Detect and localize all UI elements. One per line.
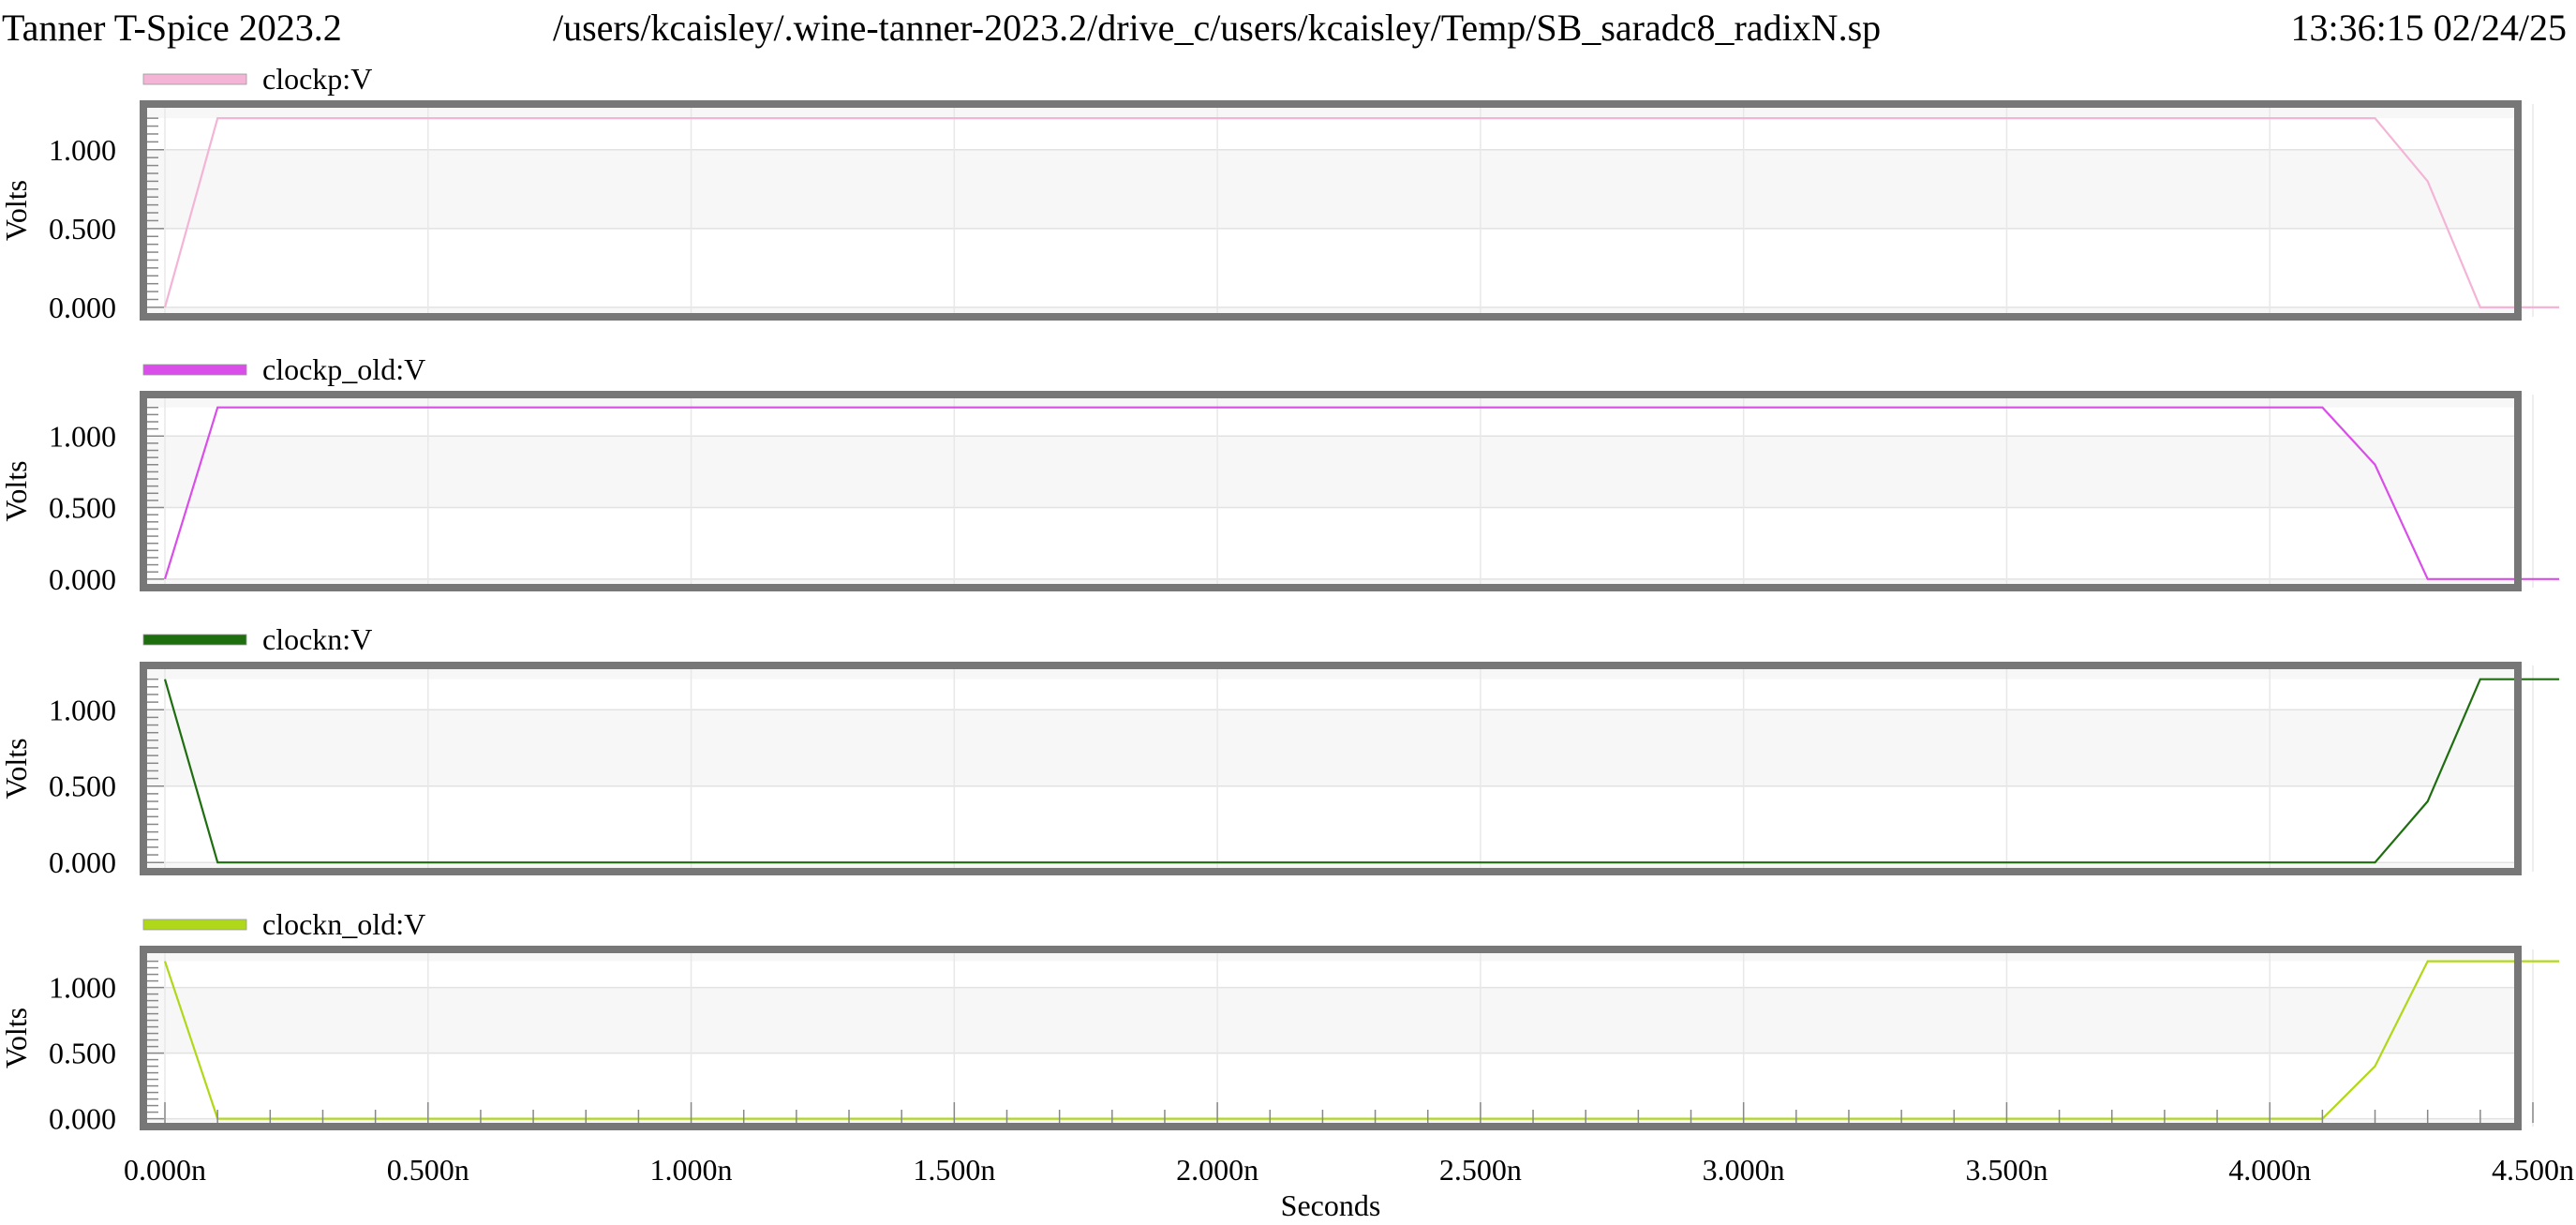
grid-band xyxy=(143,987,2518,1053)
y-tick-label: 1.000 xyxy=(49,693,116,726)
y-axis-title: Volts xyxy=(0,180,33,241)
series-line-clockp-old-v xyxy=(163,406,2560,580)
x-tick-label: 4.000n xyxy=(2228,1153,2311,1187)
y-axis-title: Volts xyxy=(0,1008,33,1068)
legend-label[interactable]: clockn_old:V xyxy=(262,907,425,941)
legend-swatch[interactable] xyxy=(142,364,247,376)
x-tick-label: 1.500n xyxy=(913,1153,995,1187)
y-tick-label: 0.500 xyxy=(49,1037,116,1070)
y-tick-label: 0.500 xyxy=(49,769,116,803)
grid-band xyxy=(143,862,2518,872)
series-line-clockp-v xyxy=(163,116,2560,308)
x-tick-label: 2.500n xyxy=(1439,1153,1522,1187)
y-tick-label: 0.000 xyxy=(49,291,116,324)
plot-frame xyxy=(140,100,2522,321)
x-tick-label: 4.500n xyxy=(2492,1153,2574,1187)
y-tick-label: 0.500 xyxy=(49,491,116,525)
y-tick-label: 0.500 xyxy=(49,212,116,246)
y-tick-label: 0.000 xyxy=(49,562,116,596)
series-line-clockn-old-v xyxy=(163,960,2560,1120)
x-tick-label: 0.000n xyxy=(124,1153,206,1187)
grid-band xyxy=(143,710,2518,786)
x-tick-label: 2.000n xyxy=(1176,1153,1258,1187)
app-title: Tanner T-Spice 2023.2 xyxy=(2,7,342,49)
y-tick-label: 0.000 xyxy=(49,845,116,879)
legend-label[interactable]: clockp_old:V xyxy=(262,352,425,386)
series-line-clockn-v xyxy=(163,678,2560,864)
y-tick-label: 1.000 xyxy=(49,971,116,1005)
legend-label[interactable]: clockn:V xyxy=(262,622,372,656)
grid-band xyxy=(143,578,2518,588)
x-tick-label: 0.500n xyxy=(387,1153,469,1187)
grid-band xyxy=(143,1118,2518,1127)
y-axis-title: Volts xyxy=(0,460,33,521)
plot-frame xyxy=(140,391,2522,591)
grid-band xyxy=(143,436,2518,508)
grid-band xyxy=(143,149,2518,229)
y-axis-title: Volts xyxy=(0,738,33,799)
y-tick-label: 1.000 xyxy=(49,133,116,167)
legend-label[interactable]: clockp:V xyxy=(262,62,372,96)
x-tick-label: 1.000n xyxy=(650,1153,733,1187)
legend-swatch[interactable] xyxy=(142,919,247,931)
x-axis-title: Seconds xyxy=(1281,1188,1381,1222)
legend-swatch[interactable] xyxy=(142,73,247,85)
plot-frame xyxy=(140,946,2522,1130)
x-tick-label: 3.500n xyxy=(1965,1153,2047,1187)
x-tick-label: 3.000n xyxy=(1703,1153,1785,1187)
file-path: /users/kcaisley/.wine-tanner-2023.2/driv… xyxy=(553,7,1882,49)
plot-frame xyxy=(140,662,2522,875)
legend-swatch[interactable] xyxy=(142,634,247,646)
y-tick-label: 1.000 xyxy=(49,419,116,453)
timestamp: 13:36:15 02/24/25 xyxy=(2290,7,2567,49)
grid-band xyxy=(143,306,2518,317)
y-tick-label: 0.000 xyxy=(49,1102,116,1136)
